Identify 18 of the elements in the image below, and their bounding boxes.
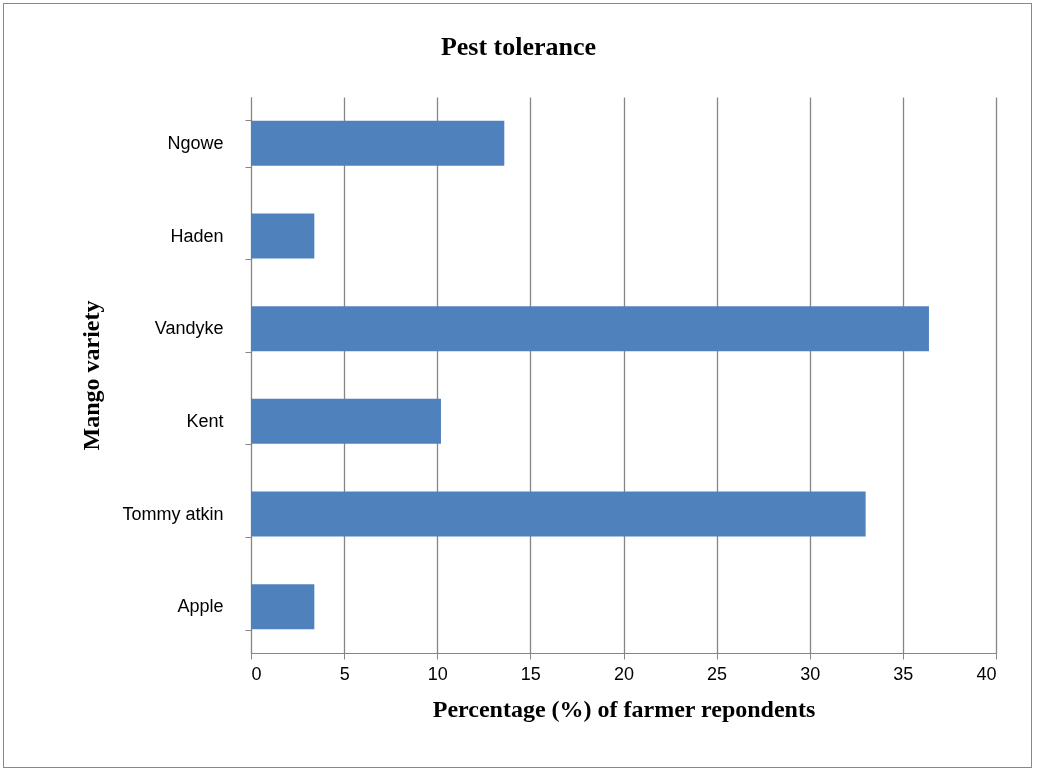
x-tick-label: 10 xyxy=(427,663,448,684)
x-tick-label: 20 xyxy=(613,663,635,684)
x-tick-label: 0 xyxy=(251,663,262,684)
x-tick-label: 35 xyxy=(893,663,914,684)
x-tick-label: 15 xyxy=(520,663,541,684)
y-tick-label: Haden xyxy=(170,225,224,246)
y-tick-label: Ngowe xyxy=(167,132,224,153)
y-tick-label: Kent xyxy=(186,410,224,431)
y-tick-label: Tommy atkin xyxy=(122,503,224,524)
y-tick-label: Vandyke xyxy=(154,318,224,339)
x-tick-label: 25 xyxy=(707,663,728,684)
chart-title: Pest tolerance xyxy=(440,32,597,61)
x-tick-label: 40 xyxy=(976,663,997,684)
x-axis-title: Percentage (%) of farmer repondents xyxy=(432,695,816,722)
y-tick-label: Apple xyxy=(177,596,224,617)
x-tick-label: 5 xyxy=(339,663,350,684)
y-axis-title: Mango variety xyxy=(78,300,105,451)
x-tick-label: 30 xyxy=(800,663,821,684)
